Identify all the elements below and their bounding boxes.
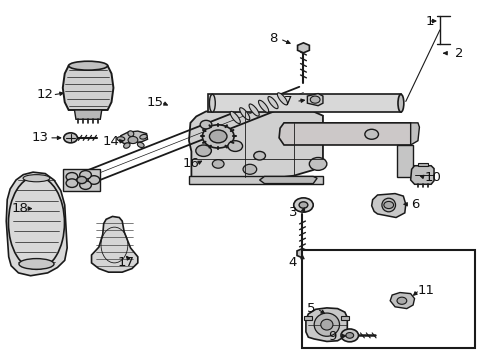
Text: 9: 9 [328,330,337,343]
Ellipse shape [259,100,269,112]
Text: 4: 4 [289,256,297,269]
Ellipse shape [277,93,288,105]
Ellipse shape [321,319,333,330]
Circle shape [88,176,100,184]
Polygon shape [189,111,323,178]
Ellipse shape [23,175,50,182]
Polygon shape [342,316,349,320]
Text: 5: 5 [307,302,315,315]
Circle shape [66,172,78,181]
Circle shape [80,181,92,189]
Circle shape [397,297,407,304]
Polygon shape [260,176,317,184]
Text: 14: 14 [102,135,120,148]
Text: 2: 2 [455,47,464,60]
Bar [302,249,475,348]
Text: 8: 8 [269,32,277,45]
Ellipse shape [314,313,340,336]
Text: 7: 7 [284,95,292,108]
Text: 15: 15 [147,96,163,109]
Ellipse shape [19,258,54,269]
Circle shape [228,141,243,152]
Circle shape [80,171,92,179]
Ellipse shape [398,94,404,112]
Ellipse shape [128,131,134,136]
Polygon shape [279,123,413,145]
Polygon shape [411,166,434,184]
Polygon shape [297,43,309,53]
Polygon shape [306,308,347,342]
Ellipse shape [117,137,125,141]
Text: 18: 18 [11,202,28,215]
Polygon shape [411,123,419,145]
Ellipse shape [382,198,395,212]
Polygon shape [418,163,428,166]
Circle shape [128,136,138,144]
Ellipse shape [268,96,278,109]
Text: 13: 13 [32,131,49,144]
Text: 6: 6 [411,198,420,211]
Polygon shape [208,94,401,112]
Ellipse shape [249,104,259,116]
Polygon shape [63,66,114,110]
Polygon shape [63,168,100,192]
Ellipse shape [123,143,130,148]
Circle shape [200,120,212,129]
Ellipse shape [202,125,234,148]
Circle shape [341,329,359,342]
Ellipse shape [137,142,144,148]
Polygon shape [119,131,147,144]
Circle shape [365,129,378,139]
Text: 12: 12 [37,89,54,102]
Text: 1: 1 [426,14,435,27]
Text: 17: 17 [117,256,134,269]
Polygon shape [372,194,406,217]
Polygon shape [189,176,323,184]
Text: 16: 16 [183,157,200,170]
Circle shape [294,198,313,212]
Text: 11: 11 [418,284,435,297]
Circle shape [384,202,393,208]
Circle shape [309,157,327,170]
Circle shape [64,133,77,143]
Circle shape [66,179,78,188]
Ellipse shape [230,112,240,123]
Circle shape [196,145,211,157]
Polygon shape [307,94,323,106]
Circle shape [346,333,354,338]
Polygon shape [74,110,102,119]
Text: 3: 3 [289,206,297,219]
Text: 10: 10 [424,171,441,184]
Circle shape [243,164,257,174]
Circle shape [254,152,266,160]
Circle shape [212,159,224,168]
Circle shape [77,176,87,184]
Ellipse shape [69,61,108,70]
Polygon shape [92,216,138,272]
Polygon shape [297,249,308,258]
Polygon shape [304,316,312,320]
Circle shape [209,130,227,143]
Polygon shape [6,172,67,276]
Polygon shape [390,293,415,309]
Ellipse shape [209,94,215,112]
Ellipse shape [140,134,147,139]
Circle shape [299,202,308,208]
Ellipse shape [310,96,320,103]
Ellipse shape [240,108,250,120]
Polygon shape [397,145,413,177]
